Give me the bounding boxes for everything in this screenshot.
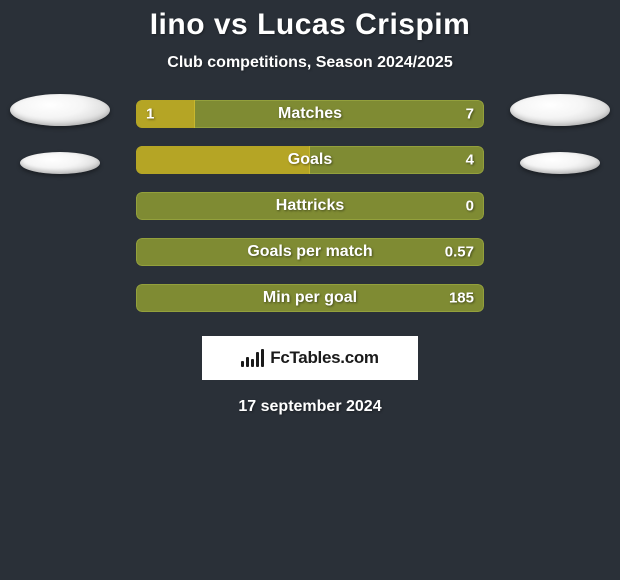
- avatar: [520, 152, 600, 174]
- date-text: 17 september 2024: [0, 398, 620, 416]
- bar-left-segment: [136, 146, 310, 174]
- comparison-row: Matches 1 7: [136, 100, 484, 128]
- right-avatar-stack: [510, 94, 610, 174]
- avatar: [20, 152, 100, 174]
- row-right-value: 0.57: [445, 244, 474, 261]
- comparison-infographic: Iino vs Lucas Crispim Club competitions,…: [0, 0, 620, 580]
- bar-chart-icon: [241, 349, 264, 367]
- row-label: Matches: [278, 105, 342, 123]
- comparison-row: Goals per match 0.57: [136, 238, 484, 266]
- row-right-value: 4: [466, 152, 474, 169]
- row-label: Hattricks: [276, 197, 344, 215]
- row-right-value: 7: [466, 106, 474, 123]
- row-right-value: 0: [466, 198, 474, 215]
- bar-left-segment: [136, 100, 195, 128]
- row-left-value: 1: [146, 106, 154, 123]
- chart-area: Matches 1 7 Goals 4 Hattricks 0 Goals per match…: [0, 100, 620, 416]
- comparison-row: Goals 4: [136, 146, 484, 174]
- row-label: Goals: [288, 151, 332, 169]
- avatar: [10, 94, 110, 126]
- fctables-logo[interactable]: FcTables.com: [202, 336, 418, 380]
- logo-text: FcTables.com: [270, 348, 379, 368]
- avatar: [510, 94, 610, 126]
- left-avatar-stack: [10, 94, 110, 174]
- page-title: Iino vs Lucas Crispim: [0, 8, 620, 42]
- comparison-row: Min per goal 185: [136, 284, 484, 312]
- subtitle: Club competitions, Season 2024/2025: [0, 54, 620, 72]
- comparison-rows: Matches 1 7 Goals 4 Hattricks 0 Goals per match…: [136, 100, 484, 312]
- comparison-row: Hattricks 0: [136, 192, 484, 220]
- row-label: Goals per match: [247, 243, 372, 261]
- logo-bar-segment: [241, 361, 244, 367]
- logo-bar-segment: [256, 352, 259, 367]
- logo-bar-segment: [261, 349, 264, 367]
- row-right-value: 185: [449, 290, 474, 307]
- logo-bar-segment: [251, 359, 254, 367]
- row-label: Min per goal: [263, 289, 357, 307]
- logo-bar-segment: [246, 357, 249, 367]
